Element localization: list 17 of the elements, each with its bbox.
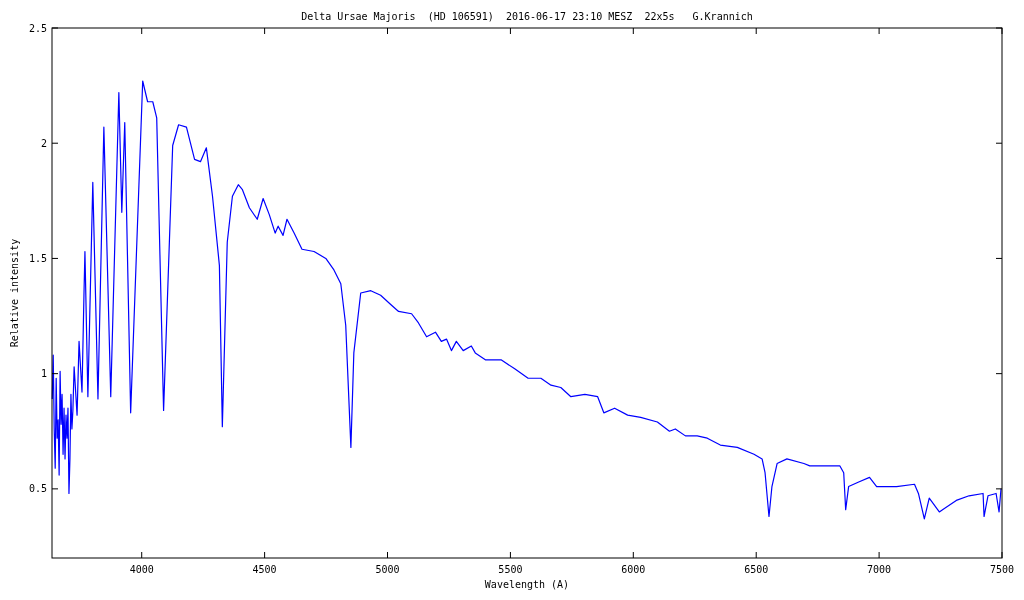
y-tick-label: 0.5 — [28, 483, 47, 495]
chart-title: Delta Ursae Majoris (HD 106591) 2016-06-17 23:10 MESZ 22x5s G.Krannich — [301, 11, 753, 22]
x-tick-label: 5000 — [375, 564, 400, 575]
y-tick-label: 2 — [40, 137, 47, 149]
y-tick-label: 2.5 — [28, 22, 47, 34]
x-tick-label: 4000 — [129, 564, 154, 575]
y-axis-title: Relative intensity — [9, 238, 20, 348]
x-tick-label: 6500 — [744, 564, 769, 575]
x-tick-label: 7000 — [867, 564, 892, 575]
y-tick-label: 1.5 — [28, 252, 47, 264]
x-tick-label: 7500 — [989, 564, 1015, 575]
x-tick-label: 4500 — [252, 564, 277, 575]
x-tick-label: 6000 — [621, 564, 646, 575]
x-tick-label: 5500 — [498, 564, 523, 575]
y-tick-label: 1 — [40, 368, 47, 380]
x-axis-title: Wavelength (A) — [484, 579, 570, 590]
line-series — [51, 80, 1002, 520]
